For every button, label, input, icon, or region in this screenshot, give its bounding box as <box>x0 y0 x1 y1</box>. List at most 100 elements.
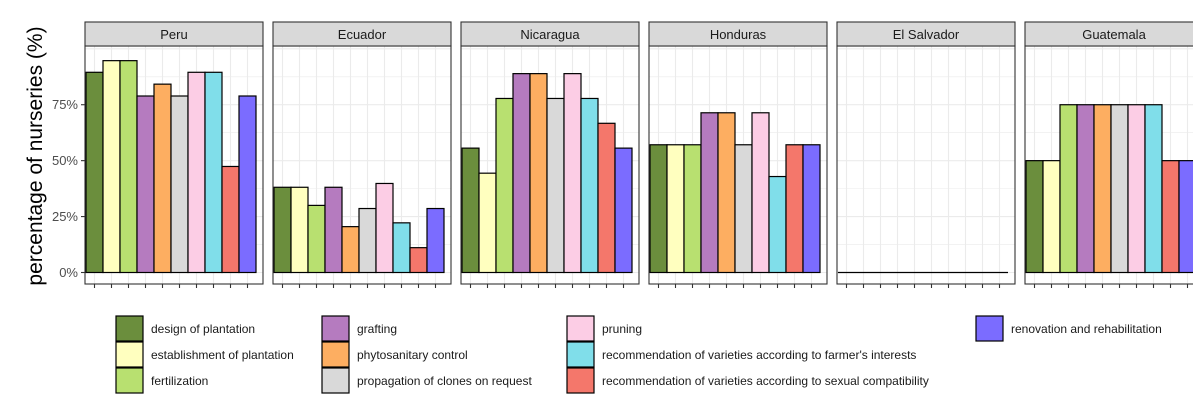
bar <box>85 71 104 274</box>
panel-el-salvador: El Salvador <box>836 21 1016 288</box>
bar <box>529 73 548 274</box>
bar <box>563 73 582 274</box>
bar <box>273 186 292 274</box>
legend-label: renovation and rehabilitation <box>1011 322 1162 336</box>
panel-honduras: Honduras <box>648 21 828 288</box>
legend-swatch <box>321 367 350 394</box>
legend-item: recommendation of varieties according to… <box>566 367 929 394</box>
bar <box>649 144 668 274</box>
legend: design of plantation establishment of pla… <box>115 315 1162 394</box>
bar <box>119 60 138 274</box>
strip-background <box>836 21 1016 47</box>
bar <box>751 112 770 274</box>
panel-nicaragua: Nicaragua <box>460 21 640 288</box>
bar <box>392 222 411 274</box>
legend-swatch <box>566 315 595 342</box>
panel-ecuador: Ecuador <box>272 21 452 288</box>
legend-item: design of plantation <box>115 315 255 342</box>
legend-item: grafting <box>321 315 397 342</box>
bar <box>495 97 514 274</box>
bar <box>324 186 343 274</box>
bar <box>700 112 719 274</box>
bar <box>238 95 257 274</box>
bar <box>341 226 360 274</box>
legend-item: establishment of plantation <box>115 341 294 368</box>
bar <box>375 182 394 274</box>
legend-swatch <box>115 367 144 394</box>
bar <box>1161 160 1180 274</box>
legend-label: recommendation of varieties according to… <box>602 374 929 388</box>
strip-background <box>1024 21 1193 47</box>
bar <box>1059 104 1078 274</box>
legend-item: phytosanitary control <box>321 341 468 368</box>
bar <box>204 71 223 274</box>
legend-swatch <box>115 341 144 368</box>
y-axis: 0% 25% 50% 75% <box>52 97 85 280</box>
bar <box>734 144 753 274</box>
bar <box>478 172 497 274</box>
legend-item: propagation of clones on request <box>321 367 532 394</box>
bar <box>580 97 599 274</box>
bar <box>512 73 531 274</box>
bar <box>102 60 121 274</box>
legend-swatch <box>566 367 595 394</box>
bar <box>1025 160 1044 274</box>
bar <box>1127 104 1146 274</box>
legend-label: grafting <box>357 322 397 336</box>
legend-label: propagation of clones on request <box>357 374 532 388</box>
bar <box>409 247 428 274</box>
bar <box>1178 160 1193 274</box>
panels: Peru Ecuador Nicaragua Honduras El Salvador G… <box>84 21 1193 288</box>
legend-label: fertilization <box>151 374 208 388</box>
bar <box>1144 104 1163 274</box>
legend-swatch <box>566 341 595 368</box>
strip-background <box>84 21 264 47</box>
bar <box>1076 104 1095 274</box>
bar <box>187 71 206 274</box>
bar <box>221 165 240 274</box>
bar <box>717 112 736 274</box>
bar <box>290 186 309 274</box>
panel-title: Guatemala <box>1082 27 1146 42</box>
legend-label: establishment of plantation <box>151 348 294 362</box>
bar <box>597 122 616 274</box>
bar <box>802 144 821 274</box>
panel-title: Ecuador <box>338 27 387 42</box>
legend-label: design of plantation <box>151 322 255 336</box>
bar <box>136 95 155 274</box>
strip-background <box>460 21 640 47</box>
bar <box>1110 104 1129 274</box>
legend-label: phytosanitary control <box>357 348 468 362</box>
legend-swatch <box>321 315 350 342</box>
y-axis-label: percentage of nurseries (%) <box>24 26 47 285</box>
bar <box>614 147 633 274</box>
bar <box>666 144 685 274</box>
bar <box>546 97 565 274</box>
bar <box>1042 160 1061 274</box>
y-tick-label: 50% <box>52 153 78 168</box>
panel-title: Peru <box>160 27 187 42</box>
bar <box>426 207 445 274</box>
legend-swatch <box>975 315 1004 342</box>
y-tick-label: 0% <box>59 265 78 280</box>
panel-title: Nicaragua <box>520 27 580 42</box>
legend-item: pruning <box>566 315 642 342</box>
bar <box>785 144 804 274</box>
legend-label: recommendation of varieties according to… <box>602 348 916 362</box>
bar <box>768 175 787 274</box>
strip-background <box>272 21 452 47</box>
legend-swatch <box>115 315 144 342</box>
legend-swatch <box>321 341 350 368</box>
panel-guatemala: Guatemala <box>1024 21 1193 288</box>
bar <box>461 147 480 274</box>
y-tick-label: 75% <box>52 97 78 112</box>
bar <box>170 95 189 274</box>
legend-item: renovation and rehabilitation <box>975 315 1162 342</box>
bar <box>153 83 172 274</box>
panel-title: Honduras <box>710 27 767 42</box>
legend-label: pruning <box>602 322 642 336</box>
legend-item: recommendation of varieties according to… <box>566 341 916 368</box>
legend-item: fertilization <box>115 367 208 394</box>
bar <box>358 207 377 274</box>
